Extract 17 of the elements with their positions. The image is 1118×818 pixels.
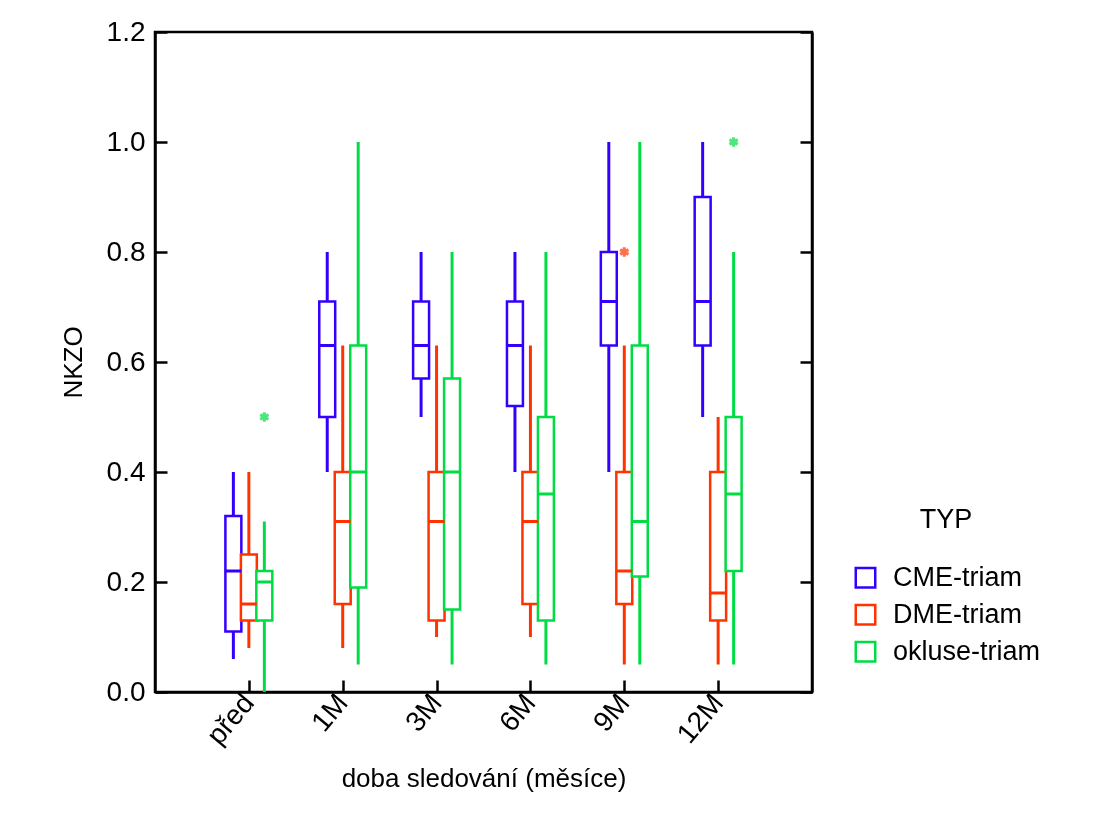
legend-title: TYP bbox=[919, 504, 973, 535]
y-tick-label: 0.4 bbox=[106, 455, 146, 487]
y-tick-label: 0.8 bbox=[106, 235, 146, 267]
x-tick-label: 6M bbox=[492, 687, 542, 738]
y-tick-label: 1.0 bbox=[106, 125, 146, 157]
legend-label: okluse-triam bbox=[893, 635, 1041, 666]
y-tick-label: 0.6 bbox=[106, 345, 146, 377]
y-tick-label: 0.0 bbox=[106, 675, 146, 707]
legend-label: DME-triam bbox=[893, 598, 1022, 629]
y-tick-label: 0.2 bbox=[106, 565, 146, 597]
x-tick-label: 1M bbox=[305, 687, 354, 738]
y-tick-label: 1.2 bbox=[106, 15, 146, 47]
legend-label: CME-triam bbox=[893, 561, 1022, 592]
y-axis-title: NKZO bbox=[57, 326, 88, 399]
x-tick-label: 9M bbox=[586, 687, 636, 738]
x-tick-label: 3M bbox=[399, 687, 448, 738]
x-axis-title: doba sledování (měsíce) bbox=[341, 763, 627, 794]
